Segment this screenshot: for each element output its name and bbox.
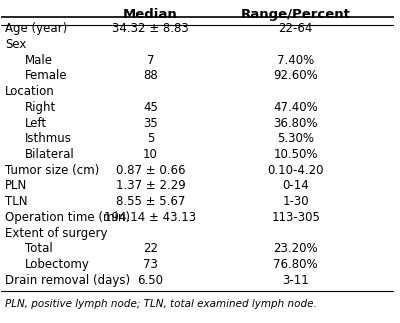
- Text: 8.55 ± 5.67: 8.55 ± 5.67: [116, 195, 185, 208]
- Text: TLN: TLN: [5, 195, 28, 208]
- Text: Range/Percent: Range/Percent: [241, 8, 351, 21]
- Text: 36.80%: 36.80%: [274, 117, 318, 130]
- Text: 7.40%: 7.40%: [277, 54, 314, 67]
- Text: Male: Male: [25, 54, 53, 67]
- Text: 10.50%: 10.50%: [274, 148, 318, 161]
- Text: 73: 73: [143, 258, 158, 271]
- Text: Tumor size (cm): Tumor size (cm): [5, 164, 100, 177]
- Text: 0.10-4.20: 0.10-4.20: [268, 164, 324, 177]
- Text: PLN: PLN: [5, 180, 28, 193]
- Text: 0.87 ± 0.66: 0.87 ± 0.66: [116, 164, 185, 177]
- Text: 0-14: 0-14: [282, 180, 309, 193]
- Text: 76.80%: 76.80%: [273, 258, 318, 271]
- Text: 5: 5: [147, 132, 154, 145]
- Text: 3-11: 3-11: [282, 274, 309, 287]
- Text: Lobectomy: Lobectomy: [25, 258, 90, 271]
- Text: 45: 45: [143, 101, 158, 114]
- Text: Age (year): Age (year): [5, 22, 68, 35]
- Text: 10: 10: [143, 148, 158, 161]
- Text: 5.30%: 5.30%: [277, 132, 314, 145]
- Text: Right: Right: [25, 101, 56, 114]
- Text: Female: Female: [25, 69, 68, 82]
- Text: 7: 7: [147, 54, 154, 67]
- Text: 92.60%: 92.60%: [273, 69, 318, 82]
- Text: Median: Median: [123, 8, 178, 21]
- Text: 113-305: 113-305: [271, 211, 320, 224]
- Text: 22: 22: [143, 243, 158, 255]
- Text: Location: Location: [5, 85, 55, 98]
- Text: Operation time (min): Operation time (min): [5, 211, 130, 224]
- Text: 35: 35: [143, 117, 158, 130]
- Text: 47.40%: 47.40%: [273, 101, 318, 114]
- Text: 1.37 ± 2.29: 1.37 ± 2.29: [116, 180, 185, 193]
- Text: 34.32 ± 8.83: 34.32 ± 8.83: [112, 22, 189, 35]
- Text: 6.50: 6.50: [138, 274, 164, 287]
- Text: Isthmus: Isthmus: [25, 132, 72, 145]
- Text: 22-64: 22-64: [278, 22, 313, 35]
- Text: 1-30: 1-30: [282, 195, 309, 208]
- Text: Sex: Sex: [5, 38, 27, 51]
- Text: 23.20%: 23.20%: [273, 243, 318, 255]
- Text: Bilateral: Bilateral: [25, 148, 75, 161]
- Text: Left: Left: [25, 117, 47, 130]
- Text: 88: 88: [143, 69, 158, 82]
- Text: Drain removal (days): Drain removal (days): [5, 274, 130, 287]
- Text: Total: Total: [25, 243, 53, 255]
- Text: Extent of surgery: Extent of surgery: [5, 227, 108, 240]
- Text: PLN, positive lymph node; TLN, total examined lymph node.: PLN, positive lymph node; TLN, total exa…: [5, 299, 317, 309]
- Text: 194.14 ± 43.13: 194.14 ± 43.13: [104, 211, 196, 224]
